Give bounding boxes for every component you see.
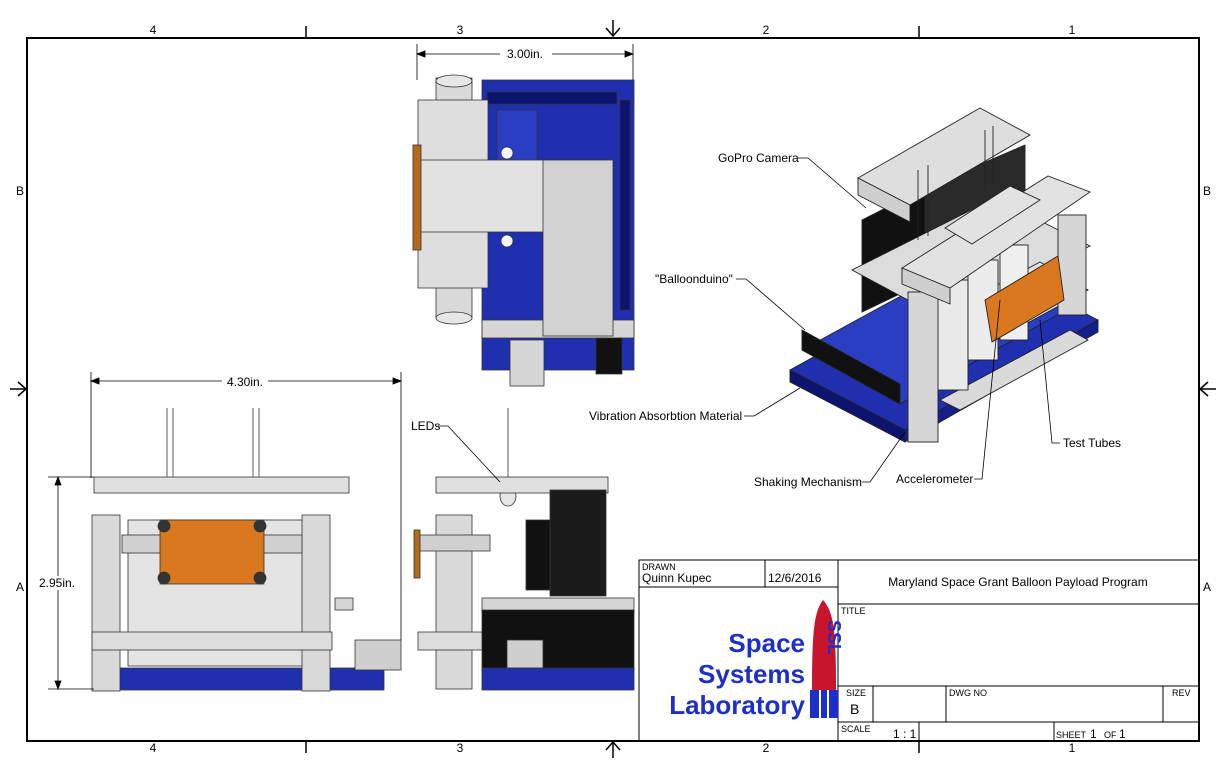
program-name: Maryland Space Grant Balloon Payload Pro… bbox=[888, 575, 1147, 589]
zone-col-4-top: 4 bbox=[150, 23, 157, 37]
rocket-icon: SSL bbox=[810, 600, 844, 718]
zone-row-b-left: B bbox=[16, 184, 24, 198]
top-view bbox=[412, 74, 635, 387]
sheet-num: 1 bbox=[1090, 727, 1097, 741]
zone-col-4-bottom: 4 bbox=[150, 741, 157, 755]
callout-shaking: Shaking Mechanism bbox=[754, 475, 862, 489]
zone-row-b-right: B bbox=[1203, 184, 1211, 198]
scale-value: 1 : 1 bbox=[893, 727, 917, 741]
drawn-label: DRAWN bbox=[642, 562, 676, 572]
side-view bbox=[413, 408, 635, 691]
zone-row-a-left: A bbox=[16, 580, 24, 594]
sheet-label: SHEET bbox=[1056, 730, 1087, 740]
dwg-label: DWG NO bbox=[949, 688, 987, 698]
zone-col-1-top: 1 bbox=[1069, 23, 1076, 37]
zone-row-a-right: A bbox=[1203, 580, 1211, 594]
drawn-by: Quinn Kupec bbox=[642, 571, 711, 585]
of-label: OF bbox=[1104, 730, 1117, 740]
zone-col-3-top: 3 bbox=[457, 23, 464, 37]
zone-ticks bbox=[305, 26, 920, 753]
logo-line-systems: Systems bbox=[698, 659, 805, 689]
dim-front-width-label: 4.30in. bbox=[227, 375, 263, 389]
centering-arrows bbox=[10, 20, 1216, 758]
rev-label: REV bbox=[1172, 688, 1191, 698]
zone-col-2-top: 2 bbox=[763, 23, 770, 37]
size-value: B bbox=[850, 701, 859, 717]
sheet-total: 1 bbox=[1119, 727, 1126, 741]
size-label: SIZE bbox=[846, 688, 866, 698]
callout-balloonduino: "Balloonduino" bbox=[655, 272, 733, 286]
zone-col-2-bottom: 2 bbox=[763, 741, 770, 755]
callout-accelerometer: Accelerometer bbox=[896, 472, 973, 486]
zone-col-3-bottom: 3 bbox=[457, 741, 464, 755]
callout-test-tubes: Test Tubes bbox=[1063, 436, 1121, 450]
logo-mark-text: SSL bbox=[824, 620, 844, 655]
zone-col-1-bottom: 1 bbox=[1069, 741, 1076, 755]
logo-line-space: Space bbox=[728, 628, 805, 658]
callout-gopro: GoPro Camera bbox=[718, 151, 799, 165]
callout-leaders bbox=[438, 157, 1060, 483]
drawn-date: 12/6/2016 bbox=[768, 571, 822, 585]
ssl-logo: Space Systems Laboratory SSL bbox=[669, 600, 844, 720]
callout-vibration: Vibration Absorbtion Material bbox=[589, 409, 742, 423]
title-label: TITLE bbox=[841, 606, 866, 616]
front-view bbox=[91, 408, 402, 692]
scale-label: SCALE bbox=[841, 724, 871, 734]
dim-top-width-label: 3.00in. bbox=[507, 47, 543, 61]
dim-front-height-label: 2.95in. bbox=[39, 576, 75, 590]
isometric-view bbox=[789, 107, 1099, 443]
callout-leds: LEDs bbox=[411, 419, 440, 433]
logo-line-laboratory: Laboratory bbox=[669, 690, 805, 720]
